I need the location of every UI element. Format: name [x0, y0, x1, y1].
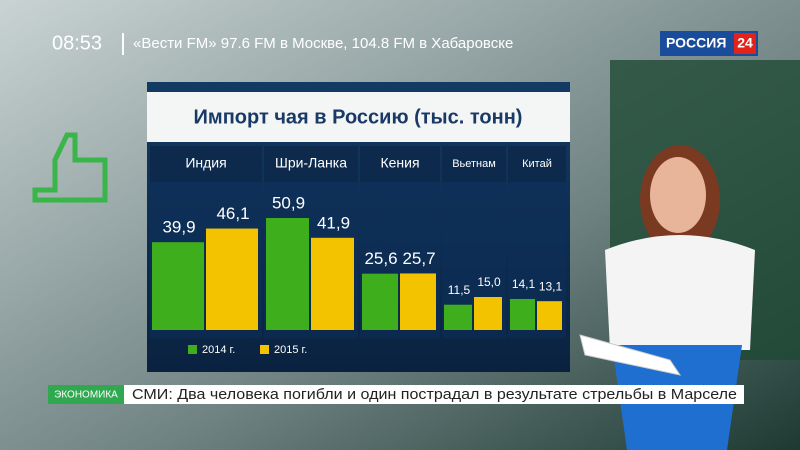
section-tag — [48, 385, 124, 404]
legend-label: 2015 г. — [274, 344, 307, 356]
bar — [311, 237, 354, 330]
column-header — [442, 146, 506, 182]
separator — [122, 33, 124, 55]
chart: Индия 39,9 46,1 Шри-Ланка 50,9 41,9 Кения 25,6 2… — [150, 146, 566, 356]
column-header — [508, 146, 566, 182]
bar — [510, 298, 535, 330]
category-label: Китай — [522, 158, 552, 170]
radio-ticker: «Вести FM» 97.6 FM в Москве, 104.8 FM в … — [133, 35, 513, 52]
bar — [537, 301, 562, 330]
category-label: Кения — [380, 155, 419, 171]
legend-swatch — [188, 345, 197, 354]
clock: 08:53 — [52, 32, 102, 54]
title-box — [147, 92, 570, 142]
channel-name: РОССИЯ — [666, 35, 726, 51]
logo-number-box — [734, 33, 756, 54]
value-label: 39,9 — [162, 218, 195, 237]
category-label: Вьетнам — [452, 158, 496, 170]
column-header — [360, 146, 440, 182]
bar — [266, 218, 309, 330]
value-label: 25,6 — [364, 249, 397, 268]
column-header — [150, 146, 262, 182]
headline: СМИ: Два человека погибли и один пострад… — [132, 386, 737, 403]
channel-number: 24 — [737, 35, 753, 51]
value-label: 41,9 — [317, 213, 350, 232]
column-header — [264, 146, 358, 182]
headline-bar — [124, 385, 744, 404]
presenter — [579, 145, 755, 450]
chart-title: Импорт чая в Россию (тыс. тонн) — [194, 106, 523, 128]
bar — [206, 228, 258, 330]
bar — [474, 296, 502, 330]
value-label: 25,7 — [402, 249, 435, 268]
bar — [362, 273, 398, 330]
thumb-icon — [32, 132, 108, 203]
bar — [444, 304, 472, 330]
section-label: ЭКОНОМИКА — [54, 390, 118, 401]
value-label: 15,0 — [477, 275, 501, 289]
category-label: Индия — [185, 155, 226, 171]
value-label: 13,1 — [539, 279, 563, 293]
value-label: 46,1 — [216, 204, 249, 223]
bar — [400, 273, 436, 330]
category-label: Шри-Ланка — [275, 155, 347, 171]
value-label: 11,5 — [448, 283, 471, 297]
value-label: 14,1 — [512, 277, 536, 291]
value-label: 50,9 — [272, 193, 305, 212]
legend-swatch — [260, 345, 269, 354]
bar — [152, 242, 204, 330]
legend-label: 2014 г. — [202, 344, 235, 356]
